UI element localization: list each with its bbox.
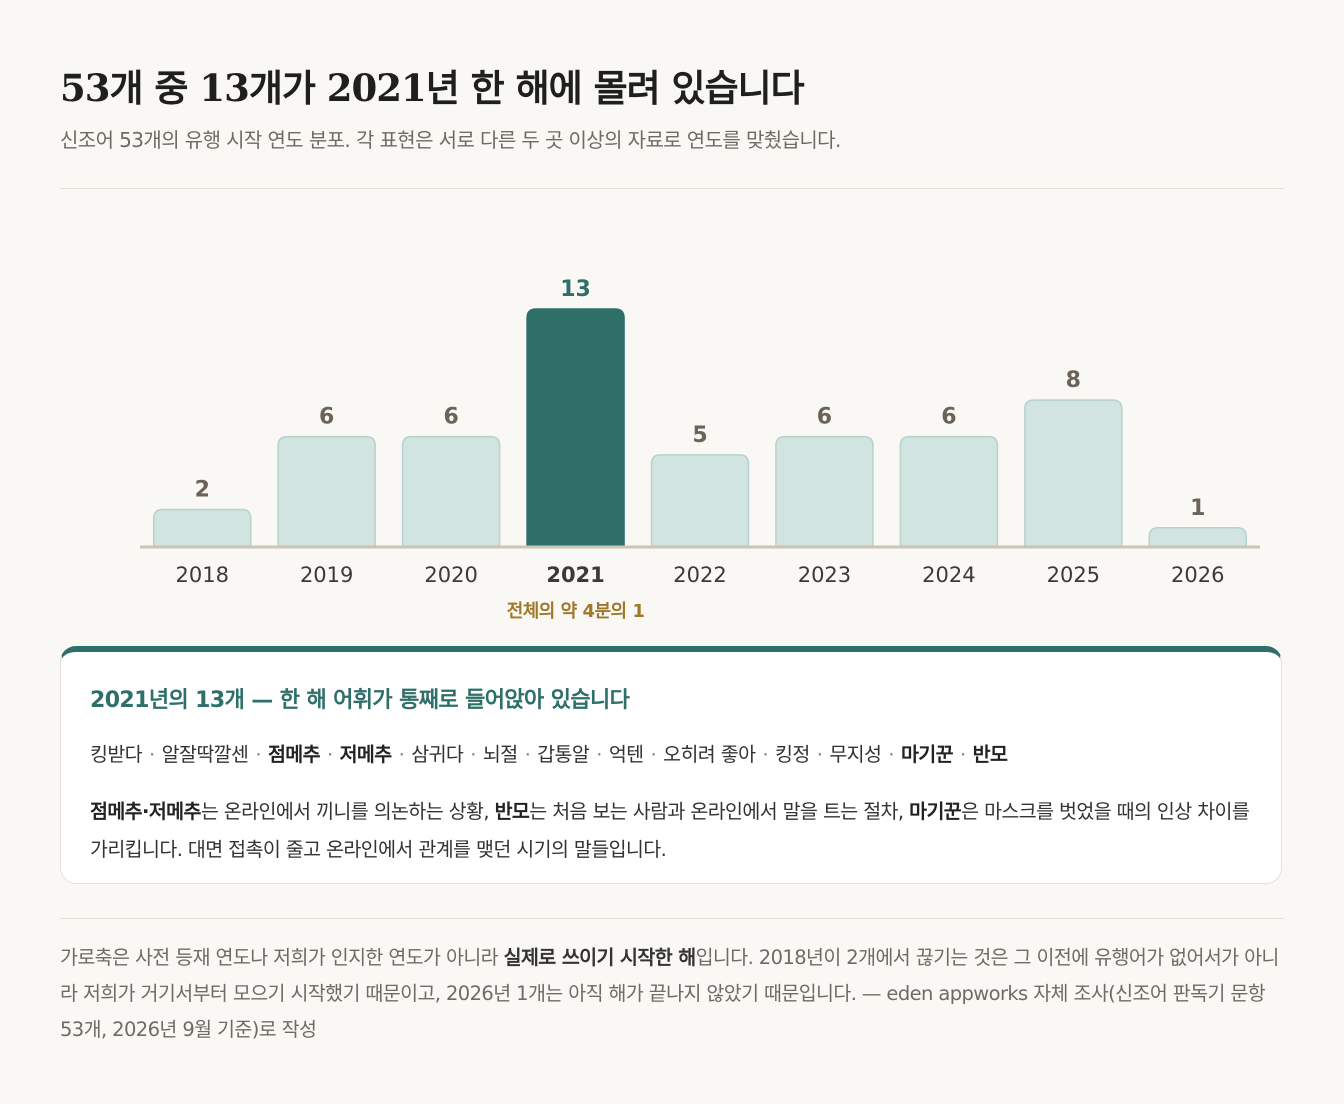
word-list: 킹받다 · 알잘딱깔센 · 점메추 · 저메추 · 삼귀다 · 뇌절 · 갑통알 · 억텐 · 오히려 좋아 · 킹… <box>90 738 1253 767</box>
bar-2020 <box>401 435 501 547</box>
value-label-2018: 2 <box>195 478 210 503</box>
category-label-2021: 2021 <box>546 563 604 587</box>
word-item: 억텐 <box>608 743 644 766</box>
footer-bold: 실제로 쓰이기 시작한 해 <box>503 946 697 969</box>
footer-text-2: 입니다. 2018년이 2개에서 끊기는 것은 그 이전에 유행어가 없어서가 … <box>60 946 1279 1041</box>
note-title: 2021년의 13개 — 한 해 어휘가 통째로 들어앉아 있습니다 <box>90 688 630 713</box>
word-separator: · <box>816 743 823 766</box>
word-item: 알잘딱깔센 <box>161 743 249 766</box>
bar-2024 <box>899 435 999 547</box>
word-separator: · <box>650 743 657 766</box>
value-label-2019: 6 <box>319 405 334 430</box>
word-separator: · <box>398 743 405 766</box>
word-item: 반모 <box>972 743 1008 766</box>
bar-2026 <box>1148 527 1248 547</box>
word-item: 오히려 좋아 <box>663 743 756 766</box>
footer-note: 가로축은 사전 등재 연도나 저희가 인지한 연도가 아니라 실제로 쓰이기 시… <box>60 940 1284 1048</box>
note-body: 점메추·저메추는 온라인에서 끼니를 의논하는 상황, 반모는 처음 보는 사람… <box>90 793 1253 869</box>
category-label-2022: 2022 <box>673 563 726 587</box>
category-label-2020: 2020 <box>424 563 477 587</box>
page-title: 53개 중 13개가 2021년 한 해에 몰려 있습니다 <box>60 66 805 110</box>
note-body-bold-1: 점메추·저메추 <box>90 800 201 823</box>
value-label-2021: 13 <box>560 277 591 302</box>
page-subtitle: 신조어 53개의 유행 시작 연도 분포. 각 표현은 서로 다른 두 곳 이상… <box>60 128 841 152</box>
highlight-annotation: 전체의 약 4분의 1 <box>507 600 645 622</box>
value-label-2022: 5 <box>692 423 707 448</box>
bar-2018 <box>152 508 252 547</box>
bar-2025 <box>1024 399 1123 547</box>
highlight-note-card: 2021년의 13개 — 한 해 어휘가 통째로 들어앉아 있습니다 킹받다 · 알… <box>60 646 1282 884</box>
word-separator: · <box>149 743 155 766</box>
word-item: 무지성 <box>829 743 882 766</box>
value-label-2023: 6 <box>817 405 832 430</box>
value-label-2024: 6 <box>941 405 956 430</box>
note-body-text-2: 는 처음 보는 사람과 온라인에서 말을 트는 절차, <box>529 800 910 823</box>
word-item: 킹받다 <box>90 743 143 766</box>
note-body-bold-2: 반모 <box>494 800 530 823</box>
note-body-text-1: 는 온라인에서 끼니를 의논하는 상황, <box>200 800 495 823</box>
bar-2019 <box>277 435 376 547</box>
category-label-2024: 2024 <box>922 563 975 587</box>
category-label-2025: 2025 <box>1047 563 1100 587</box>
word-separator: · <box>524 743 531 766</box>
word-separator: · <box>470 743 476 766</box>
header-divider <box>60 188 1284 189</box>
category-label-2023: 2023 <box>798 563 851 587</box>
word-separator: · <box>888 743 894 766</box>
word-separator: · <box>596 743 602 766</box>
bar-2023 <box>775 435 874 547</box>
bar-2022 <box>650 454 750 547</box>
note-body-text-3: 은 마스크를 벗었을 때의 인상 차이를 가리킵니다. 대면 접촉이 줄고 온라… <box>90 800 1250 861</box>
note-body-bold-3: 마기꾼 <box>909 800 962 823</box>
year-distribution-bar-chart: 2 2018 6 2019 6 2020 13 2021 전체의 약 4분의 1 5 2022 6 20… <box>140 277 1260 622</box>
bar-2021 <box>526 308 625 547</box>
value-label-2025: 8 <box>1066 368 1081 393</box>
word-separator: · <box>255 743 261 766</box>
category-label-2018: 2018 <box>175 563 228 587</box>
word-item: 갑통알 <box>537 743 590 766</box>
word-item: 저메추 <box>339 743 393 766</box>
word-item: 뇌절 <box>482 743 518 766</box>
word-item: 마기꾼 <box>900 743 954 766</box>
value-label-2026: 1 <box>1190 496 1205 521</box>
word-item: 점메추 <box>267 743 321 766</box>
footer-divider <box>60 918 1284 919</box>
footer-text-1: 가로축은 사전 등재 연도나 저희가 인지한 연도가 아니라 <box>60 946 504 969</box>
value-label-2020: 6 <box>443 405 458 430</box>
category-label-2019: 2019 <box>300 563 353 587</box>
word-item: 삼귀다 <box>411 743 464 766</box>
word-separator: · <box>960 743 966 766</box>
category-label-2026: 2026 <box>1171 563 1224 587</box>
word-item: 킹정 <box>775 743 810 766</box>
word-separator: · <box>762 743 769 766</box>
word-separator: · <box>326 743 333 766</box>
